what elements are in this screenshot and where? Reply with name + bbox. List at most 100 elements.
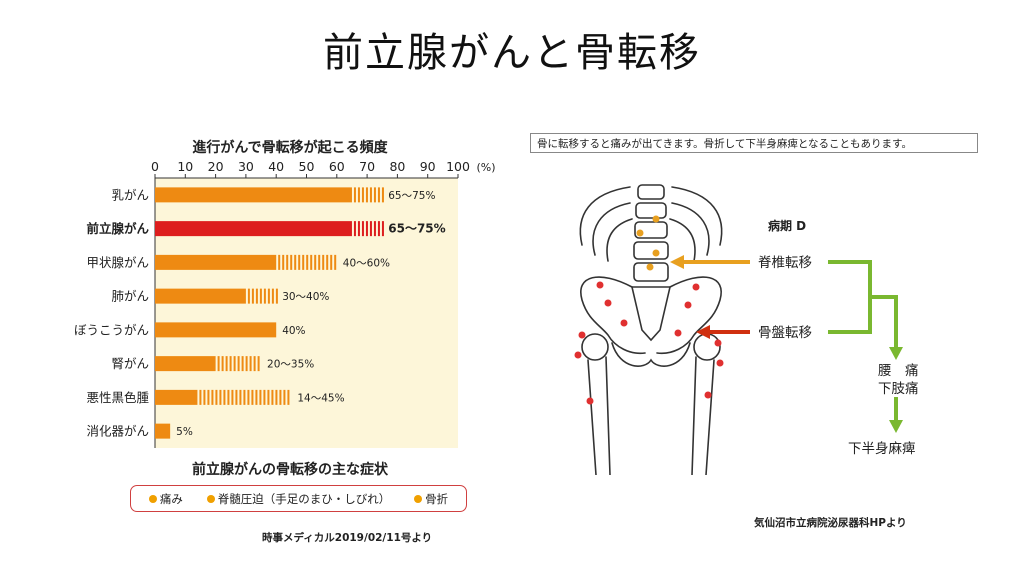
- x-tick-label: 70: [359, 159, 375, 174]
- category-label: 悪性黒色腫: [86, 390, 149, 405]
- spine-arrow: [670, 255, 750, 269]
- bar-range-stripe: [286, 254, 289, 270]
- bar-solid: [155, 389, 198, 405]
- category-label: ぼうこうがん: [74, 322, 149, 337]
- slide-title: 前立腺がんと骨転移: [323, 30, 701, 76]
- bar-range-stripe: [279, 389, 282, 405]
- chart-title: 進行がんで骨転移が起こる頻度: [192, 140, 388, 156]
- bar-range-stripe: [241, 356, 244, 372]
- bar-value-label: 14～45%: [297, 392, 344, 404]
- symptoms-box: 痛み 脊髄圧迫（手足のまひ・しびれ） 骨折: [130, 485, 467, 512]
- bar-range-stripe: [217, 356, 220, 372]
- bar-solid: [155, 423, 171, 439]
- symptom-paralysis: 下半身麻痺: [848, 440, 916, 457]
- bar-solid: [155, 322, 277, 338]
- bar-range-stripe: [223, 389, 226, 405]
- bar-value-label: 40%: [282, 325, 305, 337]
- category-label: 腎がん: [111, 356, 149, 371]
- bar-range-stripe: [267, 389, 270, 405]
- bar-value-label: 65～75%: [388, 222, 445, 236]
- bar-range-stripe: [259, 288, 262, 304]
- bar-range-stripe: [365, 187, 368, 203]
- bar-range-stripe: [275, 389, 278, 405]
- bar-range-stripe: [229, 356, 232, 372]
- bar-range-stripe: [251, 389, 254, 405]
- bar-range-stripe: [227, 389, 230, 405]
- symptom-item: 脊髄圧迫（手足のまひ・しびれ）: [206, 491, 391, 507]
- bar-range-stripe: [219, 389, 222, 405]
- bar-range-stripe: [253, 356, 256, 372]
- bar-range-stripe: [215, 389, 218, 405]
- bar-range-stripe: [357, 221, 360, 237]
- bar-range-stripe: [365, 221, 368, 237]
- x-tick-label: 40: [268, 159, 284, 174]
- bar-range-stripe: [330, 254, 333, 270]
- bar-range-stripe: [271, 389, 274, 405]
- bar-range-stripe: [306, 254, 309, 270]
- bar-range-stripe: [381, 187, 384, 203]
- x-tick-label: 0: [151, 159, 159, 174]
- x-tick-label: 20: [208, 159, 224, 174]
- category-label: 甲状腺がん: [86, 255, 149, 270]
- x-tick-label: 30: [238, 159, 254, 174]
- x-tick-label: 10: [177, 159, 193, 174]
- bar-range-stripe: [243, 389, 246, 405]
- bar-range-stripe: [294, 254, 297, 270]
- bar-range-stripe: [231, 389, 234, 405]
- bar-range-stripe: [369, 187, 372, 203]
- bar-range-stripe: [207, 389, 210, 405]
- bar-range-stripe: [326, 254, 329, 270]
- diagram-caption: 骨に転移すると痛みが出てきます。骨折して下半身麻痺となることもあります。: [530, 133, 978, 153]
- bar-range-stripe: [357, 187, 360, 203]
- bar-range-stripe: [263, 288, 266, 304]
- lesion-dots: [574, 281, 724, 405]
- bar-solid: [155, 221, 352, 237]
- bar-range-stripe: [235, 389, 238, 405]
- bar-range-stripe: [302, 254, 305, 270]
- bar-solid: [155, 254, 277, 270]
- bar-range-stripe: [257, 356, 260, 372]
- spine-lesion-dots: [636, 215, 660, 271]
- bar-range-stripe: [199, 389, 202, 405]
- skeleton-illustration: [579, 184, 723, 475]
- bar-range-stripe: [233, 356, 236, 372]
- x-tick-label: 60: [329, 159, 345, 174]
- category-label: 前立腺がん: [86, 221, 149, 236]
- bar-range-stripe: [314, 254, 317, 270]
- bullet-icon: [414, 494, 423, 503]
- bar-range-stripe: [225, 356, 228, 372]
- x-tick-label: 100: [446, 159, 470, 174]
- bar-range-stripe: [271, 288, 274, 304]
- bar-value-label: 30～40%: [282, 291, 329, 303]
- bar-solid: [155, 356, 216, 372]
- symptom-label: 脊髄圧迫（手足のまひ・しびれ）: [217, 491, 391, 506]
- category-label: 消化器がん: [86, 424, 149, 439]
- bar-range-stripe: [255, 389, 258, 405]
- bar-range-stripe: [287, 389, 290, 405]
- bar-range-stripe: [310, 254, 313, 270]
- bar-range-stripe: [377, 221, 380, 237]
- bullet-icon: [148, 494, 157, 503]
- plot-background: [155, 178, 458, 448]
- bar-range-stripe: [278, 254, 281, 270]
- bar-range-stripe: [237, 356, 240, 372]
- x-tick-label: 80: [389, 159, 405, 174]
- bar-range-stripe: [290, 254, 293, 270]
- bar-range-stripe: [249, 356, 252, 372]
- bar-range-stripe: [247, 389, 250, 405]
- bar-range-stripe: [381, 221, 384, 237]
- bar-range-stripe: [275, 288, 278, 304]
- bar-range-stripe: [353, 187, 356, 203]
- pelvis-metastasis-label: 骨盤転移: [758, 325, 812, 341]
- bar-range-stripe: [221, 356, 224, 372]
- bar-range-stripe: [373, 221, 376, 237]
- bar-range-stripe: [334, 254, 337, 270]
- symptoms-title: 前立腺がんの骨転移の主な症状: [192, 462, 388, 478]
- x-unit-label: (%): [476, 161, 495, 174]
- bar-range-stripe: [282, 254, 285, 270]
- symptom-back-pain: 腰 痛: [878, 362, 919, 379]
- bar-value-label: 20～35%: [267, 359, 314, 371]
- x-tick-label: 90: [420, 159, 436, 174]
- bar-range-stripe: [259, 389, 262, 405]
- bar-range-stripe: [373, 187, 376, 203]
